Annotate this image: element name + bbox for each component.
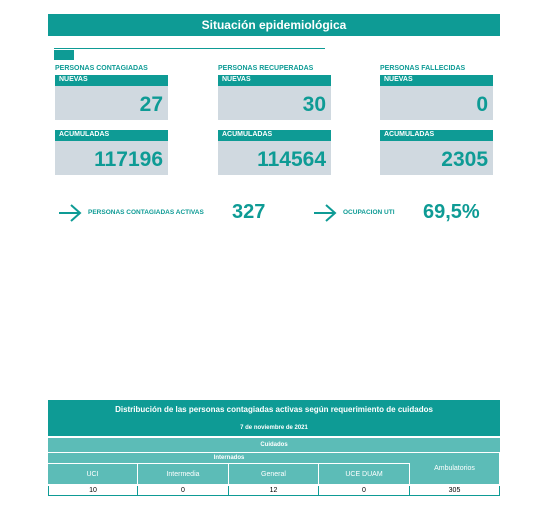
total-header: ACUMULADAS: [55, 130, 168, 141]
card-label: PERSONAS FALLECIDAS: [380, 65, 466, 72]
title: Situación epidemiológica: [48, 14, 500, 36]
column-header: Intermedia: [138, 464, 229, 484]
subgroup-header: Internados: [48, 453, 410, 463]
card-label: PERSONAS RECUPERADAS: [218, 65, 314, 72]
data-cell: 0: [319, 486, 410, 496]
table: Distribución de las personas contagiadas…: [48, 400, 500, 497]
arrow-icon: [58, 203, 82, 223]
new-value: 27: [55, 86, 168, 120]
progress-bar: [54, 50, 74, 60]
total-header: ACUMULADAS: [380, 130, 493, 141]
arrow: [314, 204, 337, 222]
column-header: UCI: [48, 464, 138, 484]
table-title: Distribución de las personas contagiadas…: [48, 400, 500, 420]
new-header: NUEVAS: [380, 75, 493, 86]
indicator-label: OCUPACION UTI: [343, 209, 395, 216]
column-header: Ambulatorios: [410, 453, 500, 484]
new-value: 30: [218, 86, 331, 120]
card-label: PERSONAS CONTAGIADAS: [55, 65, 148, 72]
total-value: 117196: [55, 141, 168, 175]
table-date: 7 de noviembre de 2021: [48, 420, 500, 436]
new-header: NUEVAS: [218, 75, 331, 86]
data-cell: 0: [138, 486, 229, 496]
total-header: ACUMULADAS: [218, 130, 331, 141]
progress-line: [54, 48, 325, 49]
arrow-icon: [313, 203, 337, 223]
total-value: 2305: [380, 141, 493, 175]
data-cell: 10: [48, 486, 138, 496]
indicator-value: 327: [232, 201, 266, 223]
indicator-value: 69,5%: [423, 201, 480, 223]
new-value: 0: [380, 86, 493, 120]
arrow: [59, 204, 82, 222]
column-header: General: [229, 464, 319, 484]
data-cell: 12: [229, 486, 319, 496]
new-header: NUEVAS: [55, 75, 168, 86]
total-value: 114564: [218, 141, 331, 175]
data-cell: 305: [410, 486, 500, 496]
group-header: Cuidados: [48, 438, 500, 452]
column-header: UCE DUAM: [319, 464, 410, 484]
indicator-label: PERSONAS CONTAGIADAS ACTIVAS: [88, 209, 204, 216]
